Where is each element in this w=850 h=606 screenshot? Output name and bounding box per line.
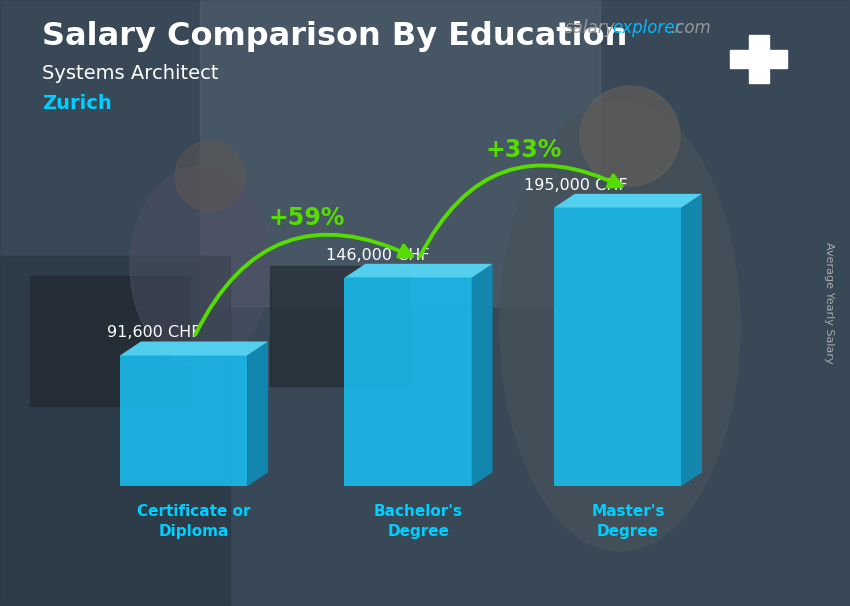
Text: 195,000 CHF: 195,000 CHF xyxy=(524,178,628,193)
Bar xyxy=(730,50,787,68)
Text: 91,600 CHF: 91,600 CHF xyxy=(107,325,201,340)
Ellipse shape xyxy=(175,141,245,211)
Text: .com: .com xyxy=(670,19,711,38)
Ellipse shape xyxy=(500,101,740,551)
Text: Systems Architect: Systems Architect xyxy=(42,64,219,82)
Ellipse shape xyxy=(580,86,680,186)
Bar xyxy=(0,256,230,606)
Polygon shape xyxy=(344,278,472,486)
Bar xyxy=(30,276,190,406)
Ellipse shape xyxy=(130,166,270,366)
Bar xyxy=(749,35,768,84)
Polygon shape xyxy=(120,356,247,486)
Text: explorer: explorer xyxy=(612,19,682,38)
Text: Average Yearly Salary: Average Yearly Salary xyxy=(824,242,834,364)
Text: +59%: +59% xyxy=(268,206,344,230)
Polygon shape xyxy=(344,264,492,278)
Polygon shape xyxy=(472,264,492,486)
Text: Bachelor's
Degree: Bachelor's Degree xyxy=(374,504,463,539)
Polygon shape xyxy=(120,342,268,356)
Polygon shape xyxy=(554,194,702,208)
Text: Zurich: Zurich xyxy=(42,94,112,113)
Polygon shape xyxy=(554,208,681,486)
Text: Salary Comparison By Education: Salary Comparison By Education xyxy=(42,21,628,52)
Text: Master's
Degree: Master's Degree xyxy=(591,504,665,539)
FancyArrowPatch shape xyxy=(196,235,412,335)
Bar xyxy=(270,266,410,386)
FancyArrowPatch shape xyxy=(420,165,621,257)
Bar xyxy=(200,0,600,306)
Polygon shape xyxy=(247,342,268,486)
Polygon shape xyxy=(681,194,702,486)
Text: 146,000 CHF: 146,000 CHF xyxy=(326,247,430,262)
Text: salary: salary xyxy=(565,19,615,38)
Text: Certificate or
Diploma: Certificate or Diploma xyxy=(138,504,251,539)
Text: +33%: +33% xyxy=(485,138,561,162)
